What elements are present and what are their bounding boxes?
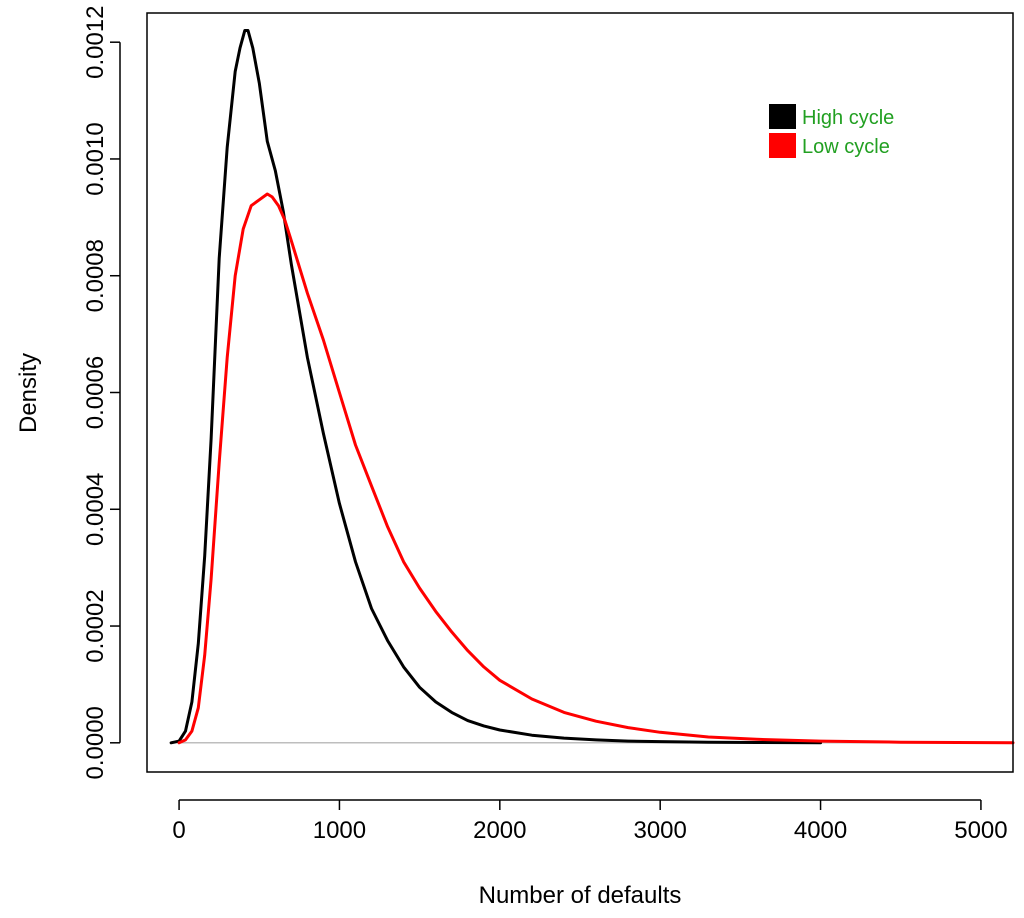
x-tick-label: 5000 [954,817,1007,844]
y-tick-label: 0.0012 [82,5,109,78]
plot-frame [146,12,1014,773]
y-tick-label: 0.0000 [82,706,109,779]
axes: 0 1000 2000 3000 4000 5000 0.0000 0.0002 0.0004 0… [82,5,1014,844]
y-tick-label: 0.0006 [82,356,109,429]
plot-area [169,29,1015,745]
series-line-high-cycle [169,29,823,745]
legend: High cycle Low cycle [769,104,894,158]
x-tick-label: 4000 [794,817,847,844]
legend-swatch-high-cycle [769,104,796,129]
x-tick-label: 2000 [473,817,526,844]
x-tick-label: 0 [172,817,185,844]
x-tick-label: 3000 [633,817,686,844]
y-axis-title: Density [15,353,42,433]
legend-swatch-low-cycle [769,133,796,158]
x-tick-label: 1000 [313,817,366,844]
y-tick-label: 0.0002 [82,589,109,662]
y-tick-label: 0.0004 [82,473,109,546]
y-tick-label: 0.0010 [82,122,109,195]
series-line-low-cycle [177,192,1015,745]
legend-label: High cycle [802,107,894,129]
legend-label: Low cycle [802,136,890,158]
x-axis-title: Number of defaults [479,882,682,909]
y-tick-label: 0.0008 [82,239,109,312]
